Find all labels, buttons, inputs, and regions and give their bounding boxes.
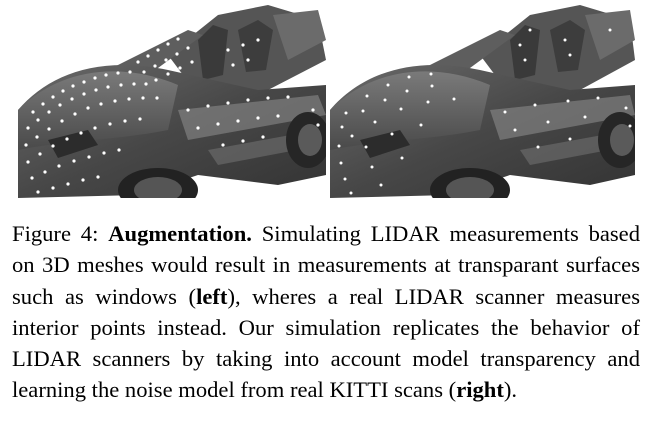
lidar-scan-points [24, 37, 320, 194]
caption-title: Augmentation. [108, 221, 252, 246]
right-panel-car-render [330, 0, 635, 198]
caption-text-part1: Simulating LIDAR measure­ments based on … [12, 221, 641, 309]
figure-images [0, 0, 653, 198]
left-panel-car-render [18, 0, 326, 198]
caption-right-word: right [456, 377, 504, 403]
car-lidar-render-left [18, 0, 326, 198]
car-lidar-render-right [330, 0, 635, 198]
caption-label: Figure 4: [12, 221, 99, 246]
caption-text-part3: ). [503, 377, 518, 403]
caption-text-part2: ), wheres a real LIDAR scanner measures … [12, 283, 640, 403]
caption-left-word: left [196, 283, 228, 309]
lidar-scan-points [337, 28, 632, 195]
figure-caption: Figure 4: Augmentation. Simulating LIDAR… [12, 218, 640, 406]
